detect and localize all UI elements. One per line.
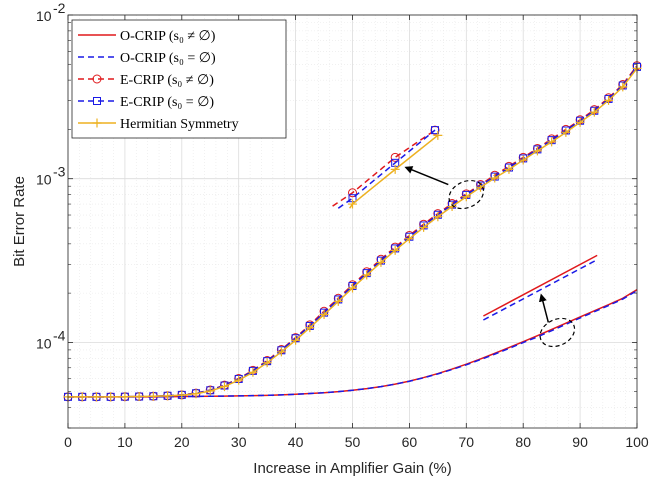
plus-marker xyxy=(433,130,443,140)
plus-marker xyxy=(333,296,343,306)
x-tick-label: 100 xyxy=(625,434,649,450)
y-tick-label: 10 -4 xyxy=(36,327,66,351)
legend-label: O-CRIP (s₀ = ∅) xyxy=(120,51,216,66)
plus-marker xyxy=(163,391,173,401)
y-tick-label-exponent: -4 xyxy=(53,327,66,343)
plus-marker xyxy=(177,390,187,400)
plus-marker xyxy=(348,199,357,209)
plus-marker xyxy=(106,392,116,402)
plus-marker xyxy=(92,118,102,128)
y-tick-labels: 10-410-310-2 xyxy=(36,0,66,351)
plus-marker xyxy=(589,107,599,117)
legend-entry-1: O-CRIP (s₀ ≠ ∅) xyxy=(78,29,216,44)
plus-marker xyxy=(120,392,130,402)
circle-marker xyxy=(348,188,357,198)
annotation-layer xyxy=(332,125,598,348)
plus-marker xyxy=(291,335,301,345)
x-tick-label: 20 xyxy=(174,434,190,450)
legend: O-CRIP (s₀ ≠ ∅) O-CRIP (s₀ = ∅) E-CRIP (s₀… xyxy=(71,19,287,139)
plus-marker xyxy=(319,310,329,320)
y-tick-label-base: 10 xyxy=(36,335,52,351)
plus-marker xyxy=(419,222,429,232)
x-tick-label: 40 xyxy=(288,434,304,450)
plus-marker xyxy=(376,257,386,267)
legend-entry-5: Hermitian Symmetry xyxy=(78,117,239,132)
plus-marker xyxy=(77,392,87,402)
legend-entry-4: E-CRIP (s₀ = ∅) xyxy=(78,95,214,110)
plus-marker xyxy=(248,367,258,377)
zoom-arrow xyxy=(538,293,550,323)
plus-marker xyxy=(191,389,201,399)
legend-label: E-CRIP (s₀ = ∅) xyxy=(120,95,214,110)
x-tick-label: 70 xyxy=(459,434,475,450)
x-tick-label: 50 xyxy=(345,434,361,450)
plus-marker xyxy=(134,392,144,402)
legend-label: E-CRIP (s₀ ≠ ∅) xyxy=(120,73,214,88)
x-tick-label: 80 xyxy=(515,434,531,450)
inset-line xyxy=(483,254,598,317)
y-tick-label-base: 10 xyxy=(36,172,52,188)
y-tick-label-exponent: -2 xyxy=(53,0,66,16)
square-marker xyxy=(93,97,101,105)
plus-marker xyxy=(532,146,542,156)
plus-marker xyxy=(148,391,158,401)
plus-marker xyxy=(348,283,357,293)
plus-marker xyxy=(504,164,514,174)
zoom-arrow xyxy=(404,166,449,186)
square-marker xyxy=(431,126,440,135)
legend-label: O-CRIP (s₀ ≠ ∅) xyxy=(120,29,216,44)
plus-marker xyxy=(447,202,457,212)
plus-marker xyxy=(262,358,272,368)
plus-marker xyxy=(390,245,400,255)
x-tick-label: 30 xyxy=(231,434,247,450)
zoom-annotation-1 xyxy=(332,125,485,210)
inset-line xyxy=(349,134,439,209)
plus-marker xyxy=(390,164,400,174)
plus-marker xyxy=(518,155,528,165)
series-layer xyxy=(63,61,642,402)
x-tick-label: 0 xyxy=(64,434,72,450)
inset-line xyxy=(483,259,598,321)
plus-marker xyxy=(461,192,471,202)
x-axis-label: Increase in Amplifier Gain (%) xyxy=(253,460,451,477)
plus-marker xyxy=(362,270,372,280)
plus-marker xyxy=(91,392,101,402)
x-tick-label: 10 xyxy=(117,434,133,450)
zoom-annotation-2 xyxy=(483,254,598,348)
legend-entry-3: E-CRIP (s₀ ≠ ∅) xyxy=(78,73,214,88)
plus-marker xyxy=(433,212,443,222)
y-tick-label-exponent: -3 xyxy=(53,164,66,180)
axis-ticks xyxy=(67,14,638,429)
x-tick-label: 60 xyxy=(402,434,418,450)
y-tick-label: 10 -2 xyxy=(36,0,66,24)
y-tick-label-base: 10 xyxy=(36,8,52,24)
x-tick-label: 90 xyxy=(572,434,588,450)
legend-entry-2: O-CRIP (s₀ = ∅) xyxy=(78,51,216,66)
plus-marker xyxy=(575,117,585,127)
x-tick-labels: 0 10 20 30 40 50 60 70 80 90 100 xyxy=(64,434,649,450)
y-axis-label: Bit Error Rate xyxy=(11,176,28,267)
plus-marker xyxy=(234,375,244,385)
zoom-ellipse xyxy=(448,179,485,210)
series-5 xyxy=(63,63,642,402)
y-tick-label: 10 -3 xyxy=(36,164,66,188)
legend-label: Hermitian Symmetry xyxy=(120,117,239,132)
plus-marker xyxy=(604,95,614,105)
circle-marker xyxy=(92,74,102,84)
inset-line xyxy=(332,129,436,207)
plus-marker xyxy=(547,137,557,147)
plus-marker xyxy=(561,127,571,137)
plus-marker xyxy=(618,82,628,92)
plus-marker xyxy=(276,347,286,357)
plus-marker xyxy=(219,381,229,391)
plus-marker xyxy=(205,386,215,396)
plus-marker xyxy=(490,173,500,183)
inset-line xyxy=(337,129,436,209)
plus-marker xyxy=(404,234,414,244)
legend-box xyxy=(71,19,287,139)
plus-marker xyxy=(305,323,315,333)
zoom-ellipse xyxy=(539,317,576,348)
circle-marker xyxy=(390,152,400,162)
